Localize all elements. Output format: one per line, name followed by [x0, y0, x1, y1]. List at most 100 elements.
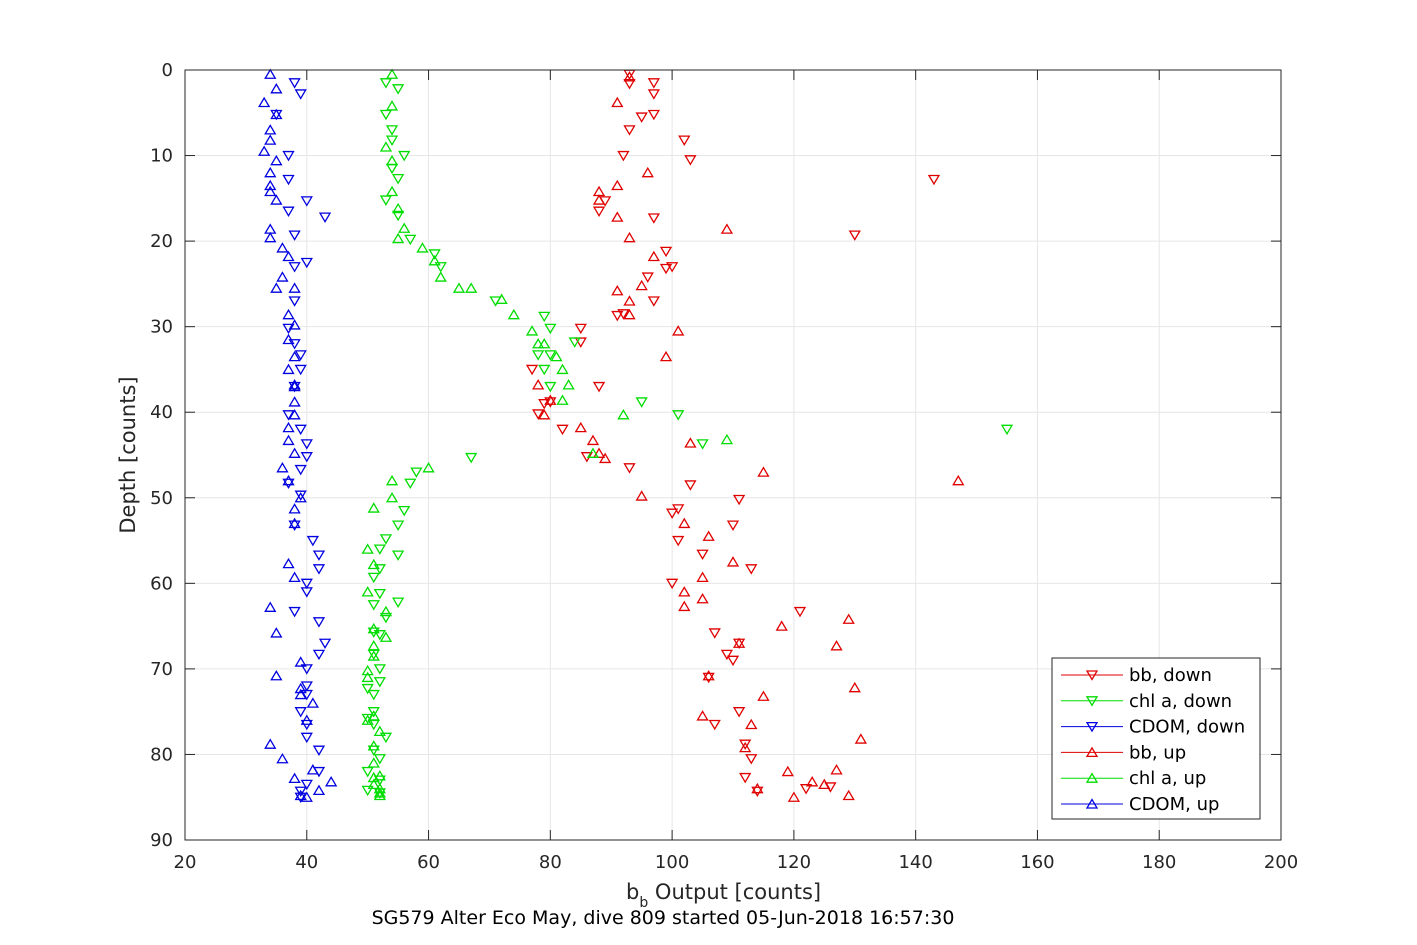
legend-marker-bb-down — [1085, 670, 1099, 681]
point-bb-up — [611, 179, 624, 191]
point-chl-a-down — [434, 262, 447, 273]
y-tick-label: 30 — [150, 317, 173, 338]
point-bb-up — [781, 765, 794, 777]
point-bb-down — [732, 494, 746, 506]
point-chl-a-down — [544, 381, 557, 393]
legend-marker-chl-a-down — [1085, 696, 1099, 707]
point-bb-up — [623, 71, 636, 82]
point-bb-up — [702, 669, 715, 681]
point-cdom-up — [288, 517, 301, 529]
point-bb-up — [842, 613, 855, 624]
point-bb-down — [647, 78, 660, 89]
point-chl-a-up — [538, 337, 551, 349]
point-chl-a-up — [720, 433, 734, 445]
point-bb-up — [720, 223, 734, 234]
x-axis-label: bb Output [counts] — [626, 880, 821, 911]
point-bb-up — [586, 434, 600, 446]
point-chl-a-down — [379, 195, 393, 206]
point-cdom-up — [270, 194, 283, 205]
point-chl-a-up — [495, 293, 508, 304]
point-chl-a-down — [367, 707, 380, 718]
point-cdom-up — [282, 474, 295, 486]
point-bb-up — [678, 586, 691, 597]
point-chl-a-down — [379, 78, 393, 89]
point-bb-down — [647, 89, 660, 100]
point-chl-a-up — [367, 502, 380, 513]
point-bb-down — [726, 655, 740, 667]
legend-label-chl-a-down: chl a, down — [1129, 691, 1232, 712]
point-bb-down — [684, 480, 697, 491]
point-bb-down — [623, 125, 636, 136]
point-cdom-up — [306, 697, 320, 708]
point-cdom-down — [300, 664, 313, 675]
point-cdom-up — [324, 776, 338, 787]
y-tick-label: 40 — [150, 402, 173, 423]
point-chl-a-down — [367, 572, 380, 584]
point-cdom-down — [312, 564, 326, 575]
plot-frame — [184, 69, 1282, 841]
point-chl-a-up — [379, 631, 393, 642]
point-chl-a-up — [373, 725, 386, 736]
legend-marker-bb-up — [1085, 746, 1099, 758]
point-cdom-down — [288, 296, 301, 307]
point-chl-a-up — [379, 605, 393, 617]
point-cdom-down — [300, 587, 313, 598]
point-cdom-up — [258, 145, 271, 156]
point-cdom-up — [270, 282, 283, 293]
point-chl-a-down — [532, 350, 545, 361]
point-chl-a-up — [562, 379, 575, 390]
point-chl-a-up — [428, 255, 441, 266]
point-bb-up — [806, 776, 819, 787]
point-cdom-up — [276, 271, 289, 282]
x-axis-label-rest: Output [counts] — [648, 880, 821, 904]
point-cdom-up — [264, 166, 277, 178]
point-chl-a-down — [398, 505, 411, 517]
point-bb-up — [574, 421, 587, 433]
legend-label-cdom-down: CDOM, down — [1129, 717, 1245, 738]
point-cdom-down — [282, 410, 295, 421]
point-chl-a-up — [367, 558, 380, 570]
x-axis-label-subscript: b — [639, 895, 648, 911]
point-chl-a-down — [373, 630, 386, 641]
point-bb-up — [702, 530, 715, 541]
point-bb-down — [525, 364, 539, 376]
x-tick-label: 60 — [417, 852, 440, 873]
point-cdom-up — [294, 688, 307, 700]
point-cdom-down — [288, 606, 301, 618]
point-cdom-down — [288, 78, 301, 89]
point-chl-a-up — [373, 782, 386, 794]
point-chl-a-down — [391, 210, 405, 222]
point-cdom-up — [276, 752, 289, 764]
point-chl-a-down — [672, 410, 685, 421]
point-chl-a-down — [379, 534, 393, 545]
point-bb-up — [623, 231, 636, 243]
point-chl-a-up — [556, 394, 569, 405]
point-chl-a-up — [361, 714, 374, 725]
point-bb-down — [696, 549, 709, 561]
point-bb-down — [647, 213, 660, 224]
x-tick-label: 200 — [1264, 852, 1298, 873]
point-cdom-down — [294, 424, 307, 436]
point-chl-a-up — [373, 770, 386, 781]
axis-ticks: 20 40 60 80 100 120 140 160 180 200 0 10 20 30 40 50 60 7… — [150, 60, 1298, 873]
y-tick-label: 70 — [150, 659, 173, 680]
point-cdom-up — [270, 669, 283, 681]
point-cdom-down — [288, 262, 301, 273]
point-bb-up — [757, 690, 770, 701]
point-chl-a-up — [398, 222, 411, 233]
point-bb-down — [641, 272, 654, 283]
point-cdom-down — [300, 452, 313, 463]
point-cdom-down — [300, 681, 313, 692]
point-cdom-down — [294, 350, 307, 361]
point-chl-a-up — [361, 671, 374, 683]
point-bb-down — [592, 381, 606, 393]
point-bb-up — [696, 592, 709, 604]
point-bb-down — [647, 296, 660, 307]
point-bb-up — [598, 452, 612, 464]
point-bb-up — [659, 350, 673, 362]
data-markers — [258, 68, 1014, 804]
point-bb-down — [672, 535, 685, 547]
point-chl-a-up — [367, 710, 380, 721]
point-cdom-up — [312, 784, 326, 796]
point-cdom-down — [282, 174, 295, 186]
